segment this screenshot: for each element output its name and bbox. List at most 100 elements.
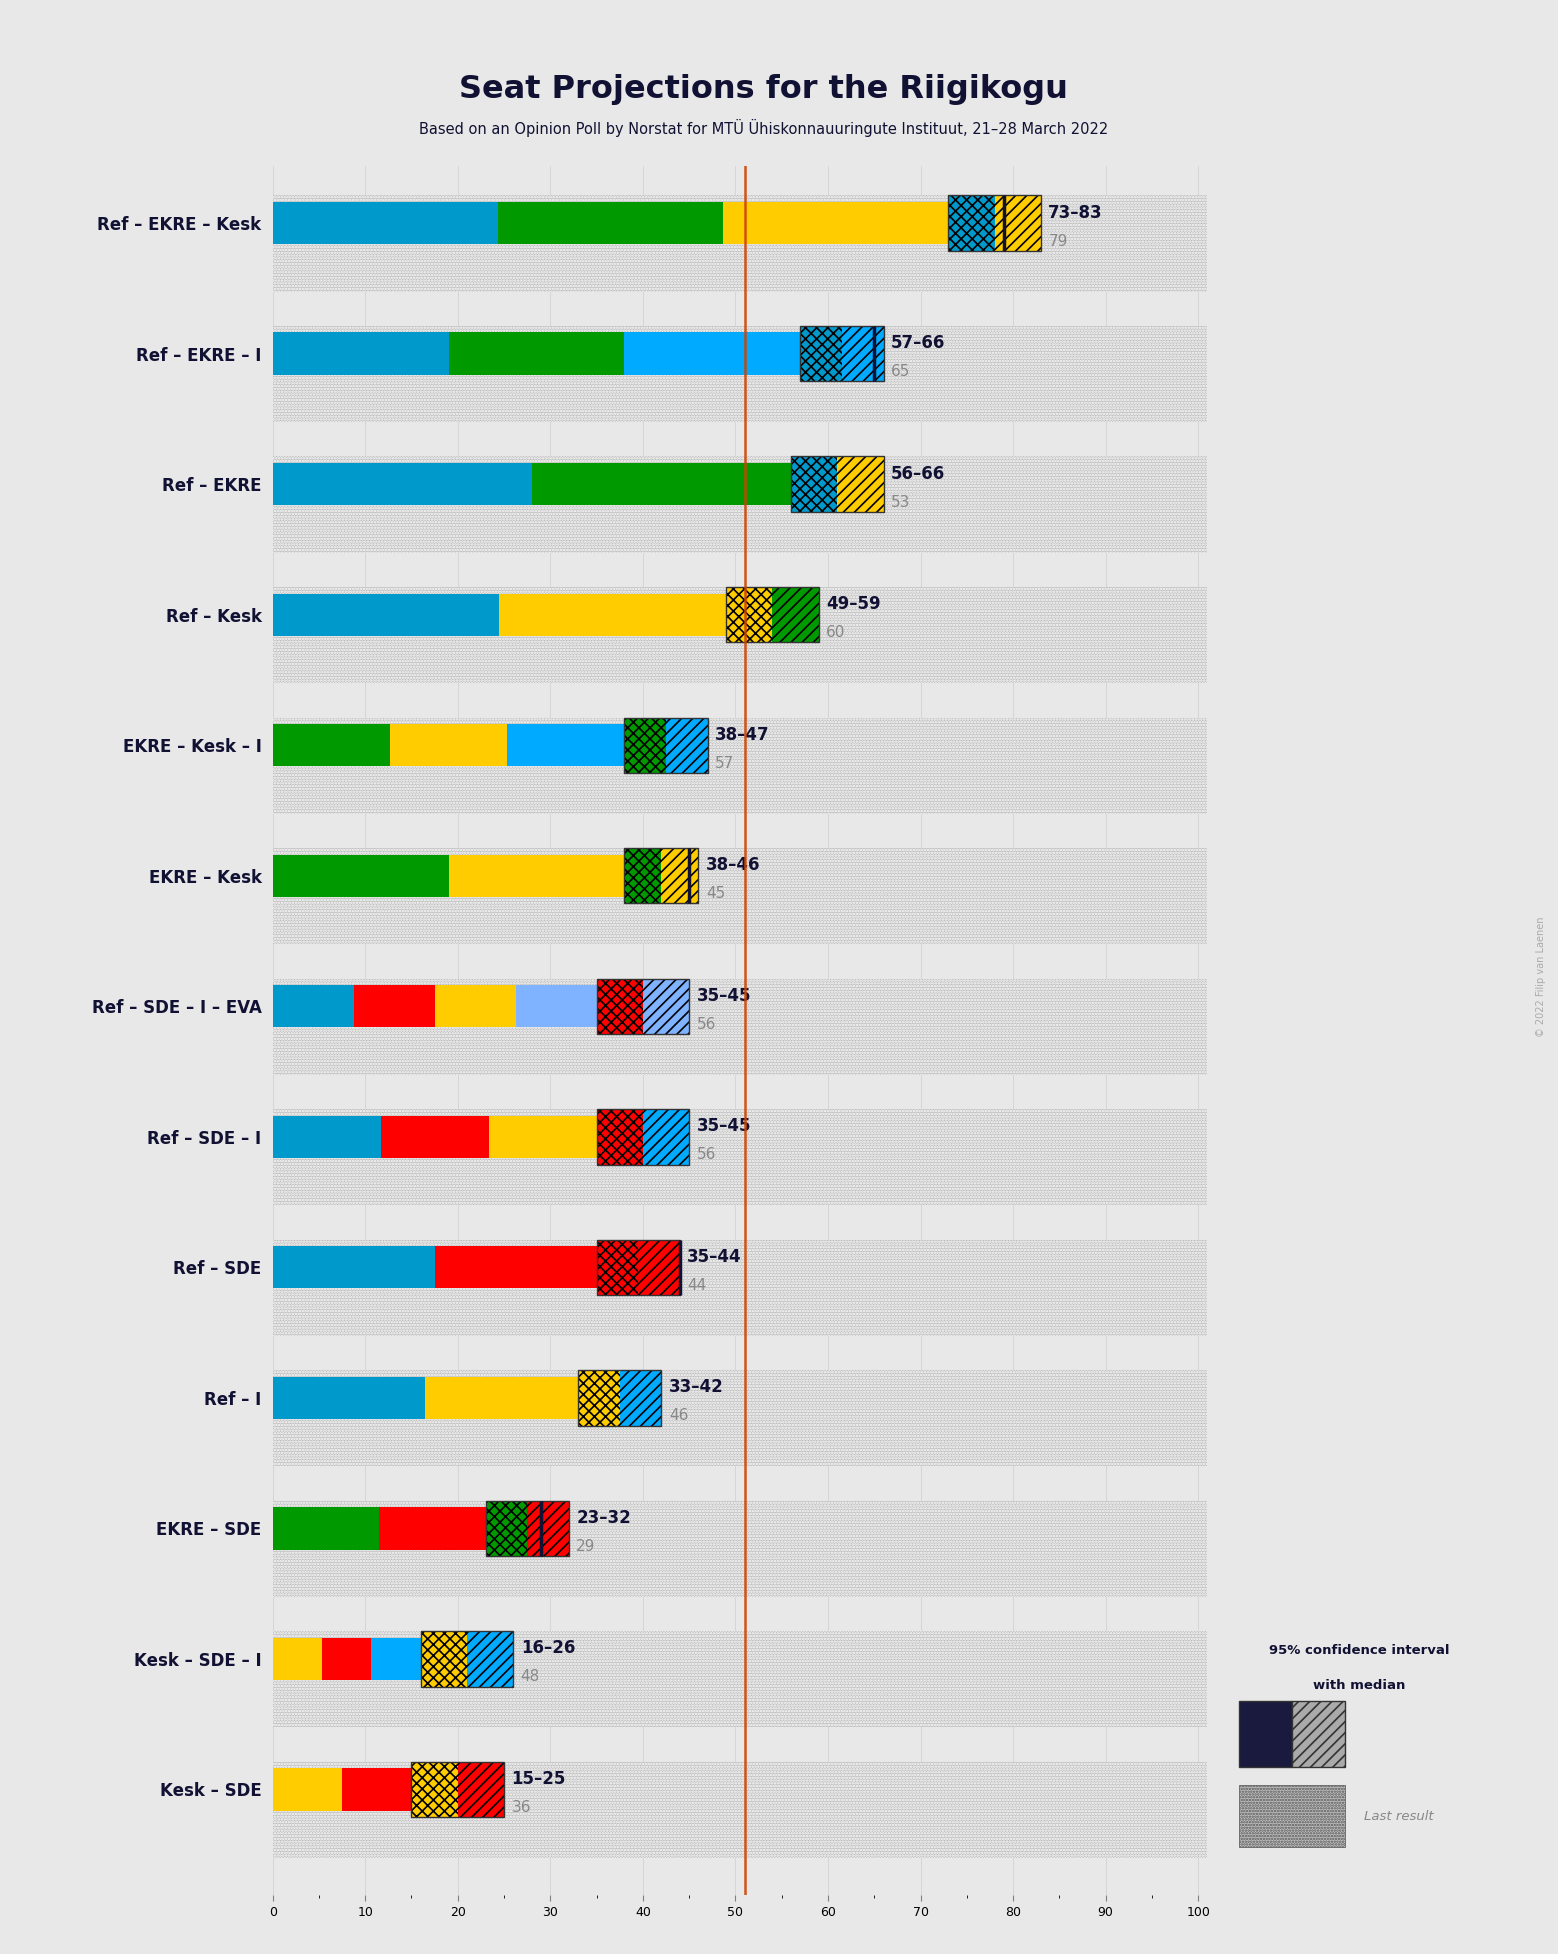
Bar: [323, 1637, 371, 1680]
Bar: [273, 1149, 1207, 1206]
Bar: [273, 979, 1207, 1034]
Bar: [1239, 1786, 1345, 1847]
Text: 38–46: 38–46: [706, 856, 760, 873]
Bar: [449, 854, 625, 897]
Bar: [527, 1501, 569, 1555]
Bar: [273, 201, 499, 244]
Text: © 2022 Filip van Laenen: © 2022 Filip van Laenen: [1536, 916, 1546, 1038]
Bar: [801, 326, 841, 381]
Bar: [273, 1149, 1207, 1206]
Bar: [643, 1110, 689, 1165]
Text: 48: 48: [520, 1669, 541, 1684]
Text: 53: 53: [891, 494, 910, 510]
Bar: [379, 1507, 486, 1550]
Bar: [273, 1239, 1207, 1296]
Bar: [597, 1110, 643, 1165]
Bar: [841, 326, 883, 381]
Bar: [273, 1370, 1207, 1426]
Text: 56–66: 56–66: [891, 465, 946, 483]
Bar: [273, 326, 1207, 381]
Bar: [421, 1632, 467, 1686]
Bar: [273, 496, 1207, 553]
Bar: [506, 725, 625, 766]
Bar: [273, 326, 1207, 381]
Bar: [486, 1501, 527, 1555]
Bar: [625, 717, 665, 774]
Text: 35–45: 35–45: [696, 1118, 751, 1135]
Bar: [273, 367, 1207, 422]
Bar: [841, 326, 883, 381]
Bar: [625, 717, 707, 774]
Bar: [273, 717, 1207, 774]
Bar: [597, 1239, 639, 1296]
Bar: [273, 848, 1207, 903]
Bar: [662, 848, 698, 903]
Bar: [273, 332, 449, 375]
Bar: [625, 848, 698, 903]
Bar: [597, 979, 643, 1034]
Bar: [273, 594, 500, 635]
Bar: [837, 457, 883, 512]
Bar: [421, 1632, 467, 1686]
Bar: [949, 195, 994, 250]
Bar: [273, 1239, 1207, 1296]
Bar: [597, 1239, 679, 1296]
Bar: [273, 457, 1207, 512]
Bar: [273, 236, 1207, 291]
Text: 29: 29: [576, 1538, 595, 1553]
Bar: [273, 1411, 1207, 1466]
Bar: [273, 1802, 1207, 1858]
Text: 23–32: 23–32: [576, 1508, 631, 1526]
Bar: [467, 1632, 513, 1686]
Text: 57–66: 57–66: [891, 334, 946, 352]
Bar: [486, 1501, 527, 1555]
Text: Based on an Opinion Poll by Norstat for MTÜ Ühiskonnauuringute Instituut, 21–28 : Based on an Opinion Poll by Norstat for …: [419, 119, 1108, 137]
Bar: [273, 1768, 343, 1811]
Bar: [273, 889, 1207, 944]
Bar: [273, 725, 390, 766]
Bar: [273, 195, 1207, 250]
Bar: [273, 1542, 1207, 1596]
Bar: [273, 463, 531, 506]
Bar: [273, 1280, 1207, 1337]
Text: 95% confidence interval: 95% confidence interval: [1270, 1643, 1449, 1657]
Bar: [273, 1110, 1207, 1165]
Bar: [458, 1763, 505, 1817]
Text: 49–59: 49–59: [826, 596, 880, 614]
Text: 36: 36: [511, 1800, 531, 1815]
Bar: [354, 985, 435, 1028]
Bar: [371, 1637, 421, 1680]
Bar: [643, 979, 689, 1034]
Bar: [273, 1637, 323, 1680]
Bar: [597, 979, 643, 1034]
Bar: [273, 1673, 1207, 1727]
Bar: [273, 889, 1207, 944]
Bar: [801, 326, 883, 381]
Bar: [994, 195, 1041, 250]
Bar: [1239, 1700, 1292, 1766]
Bar: [597, 1110, 643, 1165]
Bar: [726, 586, 773, 643]
Bar: [516, 985, 597, 1028]
Text: 46: 46: [668, 1409, 689, 1423]
Bar: [273, 1763, 1207, 1817]
Bar: [791, 457, 883, 512]
Bar: [390, 725, 506, 766]
Text: 79: 79: [1049, 234, 1067, 248]
Text: 38–47: 38–47: [715, 725, 770, 744]
Text: 45: 45: [706, 887, 724, 901]
Bar: [273, 1507, 379, 1550]
Bar: [273, 586, 1207, 643]
Bar: [499, 201, 723, 244]
Text: 73–83: 73–83: [1049, 203, 1103, 221]
Bar: [643, 979, 689, 1034]
Bar: [273, 627, 1207, 684]
Text: 56: 56: [696, 1147, 717, 1163]
Bar: [726, 586, 773, 643]
Bar: [273, 1020, 1207, 1075]
Bar: [625, 848, 662, 903]
Bar: [425, 1376, 578, 1419]
Bar: [273, 1411, 1207, 1466]
Bar: [449, 332, 625, 375]
Bar: [458, 1763, 505, 1817]
